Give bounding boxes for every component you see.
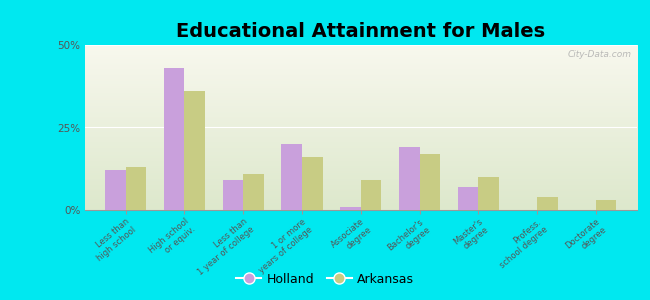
Bar — [125, 167, 146, 210]
Bar — [399, 147, 419, 210]
Bar — [340, 207, 361, 210]
Bar — [361, 180, 382, 210]
Bar — [105, 170, 125, 210]
Bar — [478, 177, 499, 210]
Bar — [302, 157, 322, 210]
Bar — [222, 180, 243, 210]
Bar — [458, 187, 478, 210]
Bar — [281, 144, 302, 210]
Text: City-Data.com: City-Data.com — [567, 50, 632, 59]
Bar — [419, 154, 440, 210]
Legend: Holland, Arkansas: Holland, Arkansas — [231, 268, 419, 291]
Bar — [185, 91, 205, 210]
Bar — [243, 174, 264, 210]
Bar — [164, 68, 185, 210]
Bar — [596, 200, 616, 210]
Title: Educational Attainment for Males: Educational Attainment for Males — [176, 22, 545, 41]
Bar — [537, 197, 558, 210]
